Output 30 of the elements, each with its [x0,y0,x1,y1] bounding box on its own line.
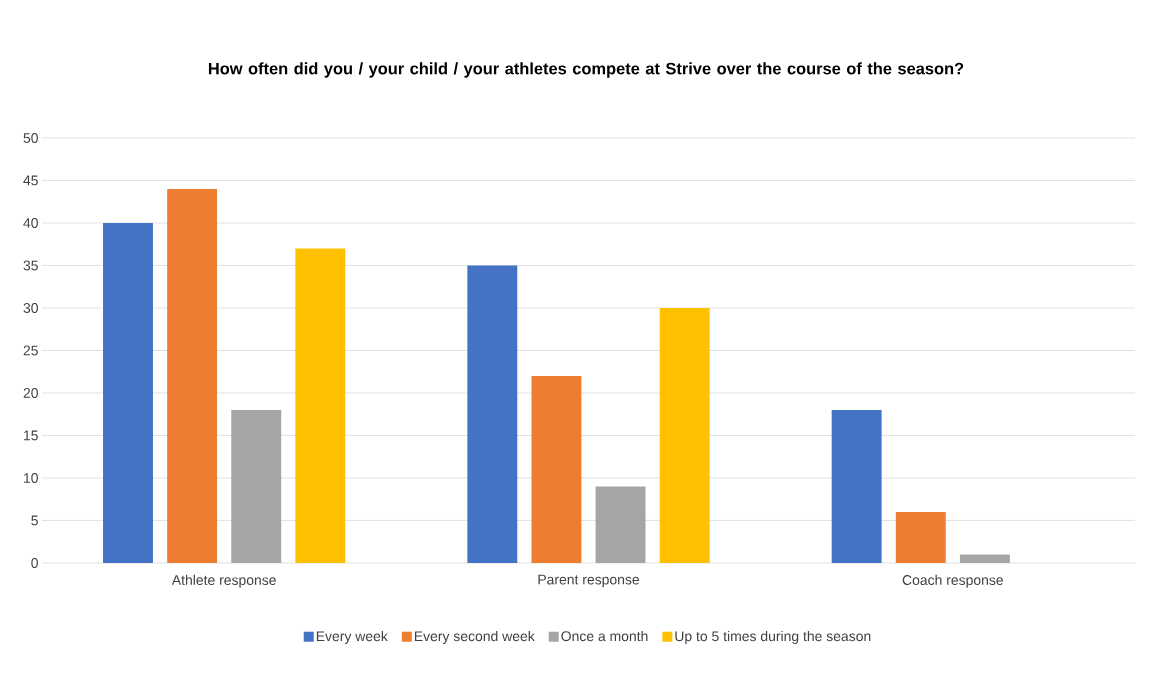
legend-label: Every week [316,630,388,644]
y-tick-label: 35 [23,260,38,271]
bar [531,375,582,563]
bar [295,248,346,563]
x-tick-label: Athlete response [171,574,276,588]
x-tick-label: Parent response [538,574,640,588]
y-tick-label: 25 [23,345,38,356]
bar [595,486,646,563]
bar [467,265,518,563]
y-tick-label: 15 [24,430,38,441]
y-tick-label: 5 [31,515,38,526]
chart-title: How often did you / your child / your athletes compete at Strive over the course of the season? [208,62,964,78]
y-tick-label: 45 [23,175,38,186]
bar [103,222,153,563]
y-tick-label: 10 [24,473,38,483]
legend-label: Every second week [414,630,535,644]
bar [959,554,1010,563]
y-tick-label: 40 [23,218,38,228]
bar [167,188,218,563]
y-tick-label: 0 [31,558,38,568]
legend-label: Once a month [561,630,648,642]
x-tick-label: Coach response [902,574,1003,588]
bar [659,307,710,563]
legend-label: Up to 5 times during the season [675,630,871,644]
y-tick-label: 20 [23,388,38,398]
bar [831,409,882,563]
bar [895,511,946,563]
bar [231,409,282,563]
y-tick-label: 30 [23,303,38,313]
y-tick-label: 50 [23,133,38,143]
